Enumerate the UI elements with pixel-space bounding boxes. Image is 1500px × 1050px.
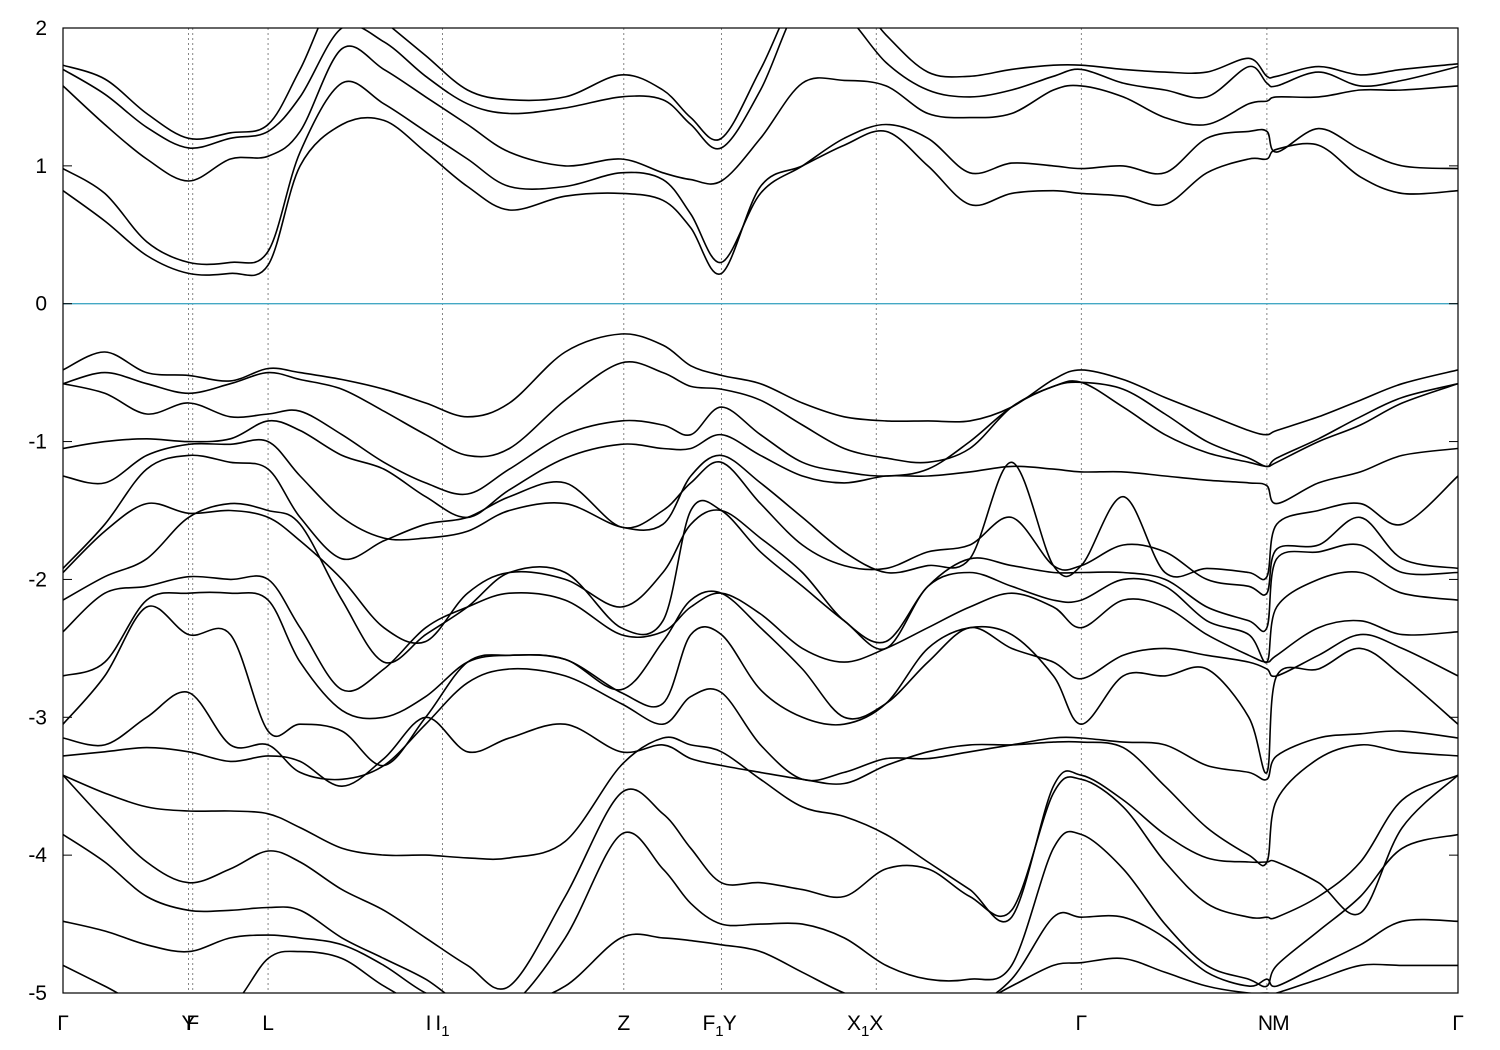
band-lines (63, 28, 1458, 993)
band-8 (63, 380, 1458, 496)
kpoint-label-1: Y (182, 1012, 196, 1035)
y-tick-label: -3 (28, 706, 47, 729)
band-7 (63, 361, 1458, 468)
band-17 (63, 667, 1458, 782)
kpoint-label-4: I (426, 1012, 432, 1035)
y-tick-label: -1 (28, 431, 47, 454)
y-tick-label: -5 (28, 982, 47, 1005)
band-21 (63, 830, 1458, 993)
band-15 (63, 590, 1458, 720)
band-10 (63, 438, 1458, 581)
y-tick-label: 0 (35, 293, 47, 316)
y-tick-label: -2 (28, 568, 47, 591)
band-9 (63, 419, 1458, 519)
kpoint-label-6: Z (617, 1012, 630, 1035)
band-19 (63, 736, 1458, 923)
band-5 (63, 116, 1458, 277)
kpoint-label-8: Y (723, 1012, 737, 1035)
kpoint-label-3: L (262, 1012, 274, 1035)
band-11 (63, 454, 1458, 596)
band-2 (63, 28, 1458, 150)
kpoint-label-13: M (1272, 1012, 1290, 1035)
band-12 (63, 502, 1458, 644)
band-20 (63, 774, 1458, 990)
y-tick-label: 1 (35, 155, 47, 178)
band-13 (63, 499, 1458, 664)
band-1 (63, 28, 1458, 141)
kpoint-label-7: F1 (702, 1012, 723, 1040)
kpoint-label-12: N (1258, 1012, 1273, 1035)
kpoint-label-9: X1 (847, 1012, 869, 1040)
band-4 (63, 80, 1458, 266)
band-6 (63, 333, 1458, 436)
x-axis: Γ YF L I I1 Z F1 Y X1 X Γ N M Γ (57, 1012, 1464, 1040)
y-axis: -5 -4 -3 -2 -1 0 1 2 (28, 17, 1458, 1005)
kpoint-label-2: F (186, 1012, 199, 1035)
kpoint-gridlines (188, 28, 1268, 993)
band-16 (63, 605, 1458, 774)
band-14 (63, 575, 1458, 693)
kpoint-label-11: Γ (1076, 1012, 1088, 1035)
plot-frame (62, 27, 1459, 994)
kpoint-label-5: I1 (435, 1012, 449, 1040)
kpoint-label-10: X (869, 1012, 883, 1035)
band-3 (63, 45, 1458, 185)
kpoint-label-14: Γ (1452, 1012, 1464, 1035)
y-tick-label: -4 (28, 844, 47, 867)
y-tick-label: 2 (35, 17, 47, 40)
band-18 (63, 716, 1458, 867)
kpoint-label-0: Γ (57, 1012, 69, 1035)
band-23 (63, 950, 1458, 993)
band-22 (63, 911, 1458, 993)
